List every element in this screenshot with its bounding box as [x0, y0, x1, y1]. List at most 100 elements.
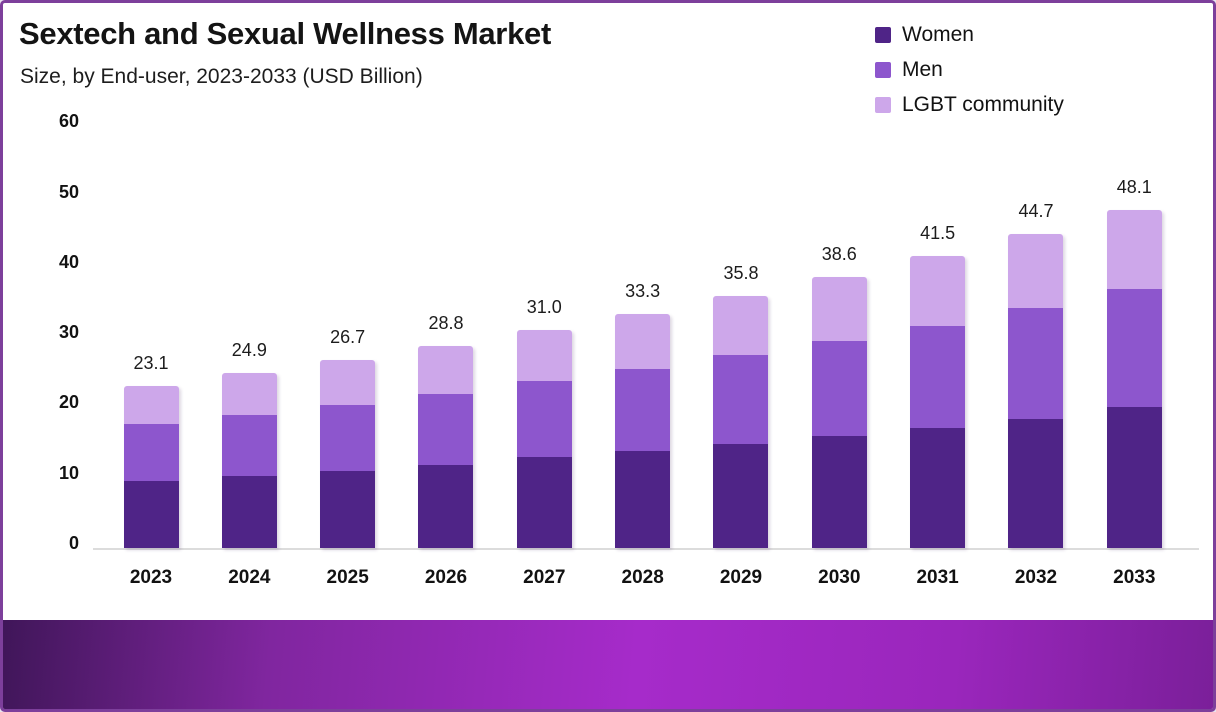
bar-total-label: 24.9: [231, 340, 267, 360]
x-axis-label-2030: 2030: [818, 567, 861, 588]
bar-segment-women: [615, 451, 671, 548]
bar-total-label: 41.5: [920, 223, 956, 243]
bar-segment-men: [615, 368, 671, 452]
bar-segment-lgbt-community: [123, 386, 179, 424]
bar-segment-lgbt-community: [615, 314, 671, 369]
y-axis-label: 40: [58, 251, 79, 272]
bar-segment-men: [418, 394, 474, 466]
bar-segment-women: [221, 475, 277, 548]
bar-2023: 23.1: [123, 3, 179, 548]
chart-subtitle: Size, by End-user, 2023-2033 (USD Billio…: [20, 65, 423, 88]
bar-2030: 38.6: [811, 3, 867, 548]
bar-total-label: 28.8: [428, 313, 464, 333]
bar-stack: [123, 386, 179, 548]
bar-total-label: 31.0: [526, 297, 562, 317]
legend-swatch-women: [875, 27, 891, 43]
x-axis-label-2023: 2023: [129, 567, 173, 588]
legend-label: LGBT community: [902, 93, 1064, 116]
bar-segment-women: [320, 470, 376, 548]
bar-segment-men: [123, 423, 179, 481]
bar-total-label: 44.7: [1018, 201, 1054, 221]
bar-2025: 26.7: [320, 3, 376, 548]
x-axis-label-2026: 2026: [424, 567, 468, 588]
x-axis-label-2029: 2029: [719, 567, 763, 588]
bar-2031: 41.5: [910, 3, 966, 548]
bar-segment-men: [516, 381, 572, 457]
bar-2028: 33.3: [615, 3, 671, 548]
bar-segment-lgbt-community: [1008, 234, 1064, 309]
bar-segment-men: [1008, 308, 1064, 420]
plot-area: 60 50 40 30 20 10 0 23.1 2023 24.9 2024 26.7 2025 28.…: [3, 3, 1213, 709]
x-axis-label-2033: 2033: [1113, 567, 1156, 588]
y-axis-label: 0: [68, 533, 79, 553]
y-axis-label: 50: [58, 181, 79, 202]
bar-segment-women: [1106, 406, 1162, 548]
bar-segment-lgbt-community: [811, 277, 867, 341]
bar-segment-men: [221, 415, 277, 476]
chart-title: Sextech and Sexual Wellness Market: [19, 16, 551, 51]
bar-total-label: 33.3: [625, 281, 661, 301]
bar-stack: [320, 360, 376, 548]
bar-stack: [1008, 234, 1064, 548]
bar-stack: [516, 330, 572, 548]
bar-segment-women: [1008, 419, 1064, 548]
bar-segment-women: [713, 443, 769, 548]
bar-segment-lgbt-community: [1106, 210, 1162, 289]
bar-total-label: 26.7: [330, 327, 366, 347]
bar-segment-women: [123, 480, 179, 548]
bar-total-label: 48.1: [1116, 177, 1152, 197]
bar-stack: [910, 256, 966, 548]
legend-label: Women: [902, 23, 974, 46]
bar-segment-men: [320, 405, 376, 471]
legend-item-men: Men: [875, 58, 1064, 82]
legend: Women Men LGBT community: [875, 23, 1064, 128]
bar-segment-men: [1106, 288, 1162, 407]
y-axis-label: 60: [58, 111, 79, 132]
bar-stack: [221, 373, 277, 548]
bar-segment-lgbt-community: [713, 296, 769, 356]
bar-2024: 24.9: [221, 3, 277, 548]
legend-swatch-men: [875, 62, 891, 78]
y-axis-label: 30: [58, 322, 79, 343]
x-axis-label-2031: 2031: [916, 567, 959, 588]
y-axis-label: 20: [58, 392, 79, 413]
legend-item-women: Women: [875, 23, 1064, 47]
bar-2029: 35.8: [713, 3, 769, 548]
bar-stack: [418, 346, 474, 548]
bar-total-label: 23.1: [133, 353, 169, 373]
bar-segment-men: [811, 340, 867, 437]
y-axis-label: 10: [58, 462, 79, 483]
bar-stack: [615, 314, 671, 548]
bar-segment-women: [516, 456, 572, 548]
bar-stack: [713, 296, 769, 548]
bar-segment-men: [910, 325, 966, 428]
legend-swatch-lgbt-community: [875, 97, 891, 113]
bar-segment-men: [713, 355, 769, 444]
bar-segment-lgbt-community: [418, 346, 474, 395]
bar-2033: 48.1: [1106, 3, 1162, 548]
bar-total-label: 38.6: [821, 244, 857, 264]
x-axis-label-2028: 2028: [621, 567, 664, 588]
bar-segment-lgbt-community: [320, 360, 376, 406]
bar-total-label: 35.8: [723, 263, 759, 283]
legend-item-lgbt-community: LGBT community: [875, 93, 1064, 117]
x-axis-label-2025: 2025: [326, 567, 369, 588]
x-axis-label-2027: 2027: [523, 567, 566, 588]
bar-2026: 28.8: [418, 3, 474, 548]
x-axis-line: [93, 548, 1199, 550]
x-axis-label-2032: 2032: [1014, 567, 1058, 588]
bar-stack: [811, 277, 867, 548]
legend-label: Men: [902, 58, 943, 81]
x-axis-label-2024: 2024: [228, 567, 271, 588]
bar-segment-lgbt-community: [221, 373, 277, 416]
bar-2032: 44.7: [1008, 3, 1064, 548]
bar-segment-women: [811, 436, 867, 548]
footer-banner: The Market will Grow At the CAGR of: 7.6…: [3, 620, 1213, 709]
bar-segment-lgbt-community: [910, 256, 966, 326]
bar-stack: [1106, 210, 1162, 548]
bar-2027: 31.0: [516, 3, 572, 548]
bar-segment-women: [910, 427, 966, 548]
bar-segment-lgbt-community: [516, 330, 572, 382]
bar-segment-women: [418, 465, 474, 548]
